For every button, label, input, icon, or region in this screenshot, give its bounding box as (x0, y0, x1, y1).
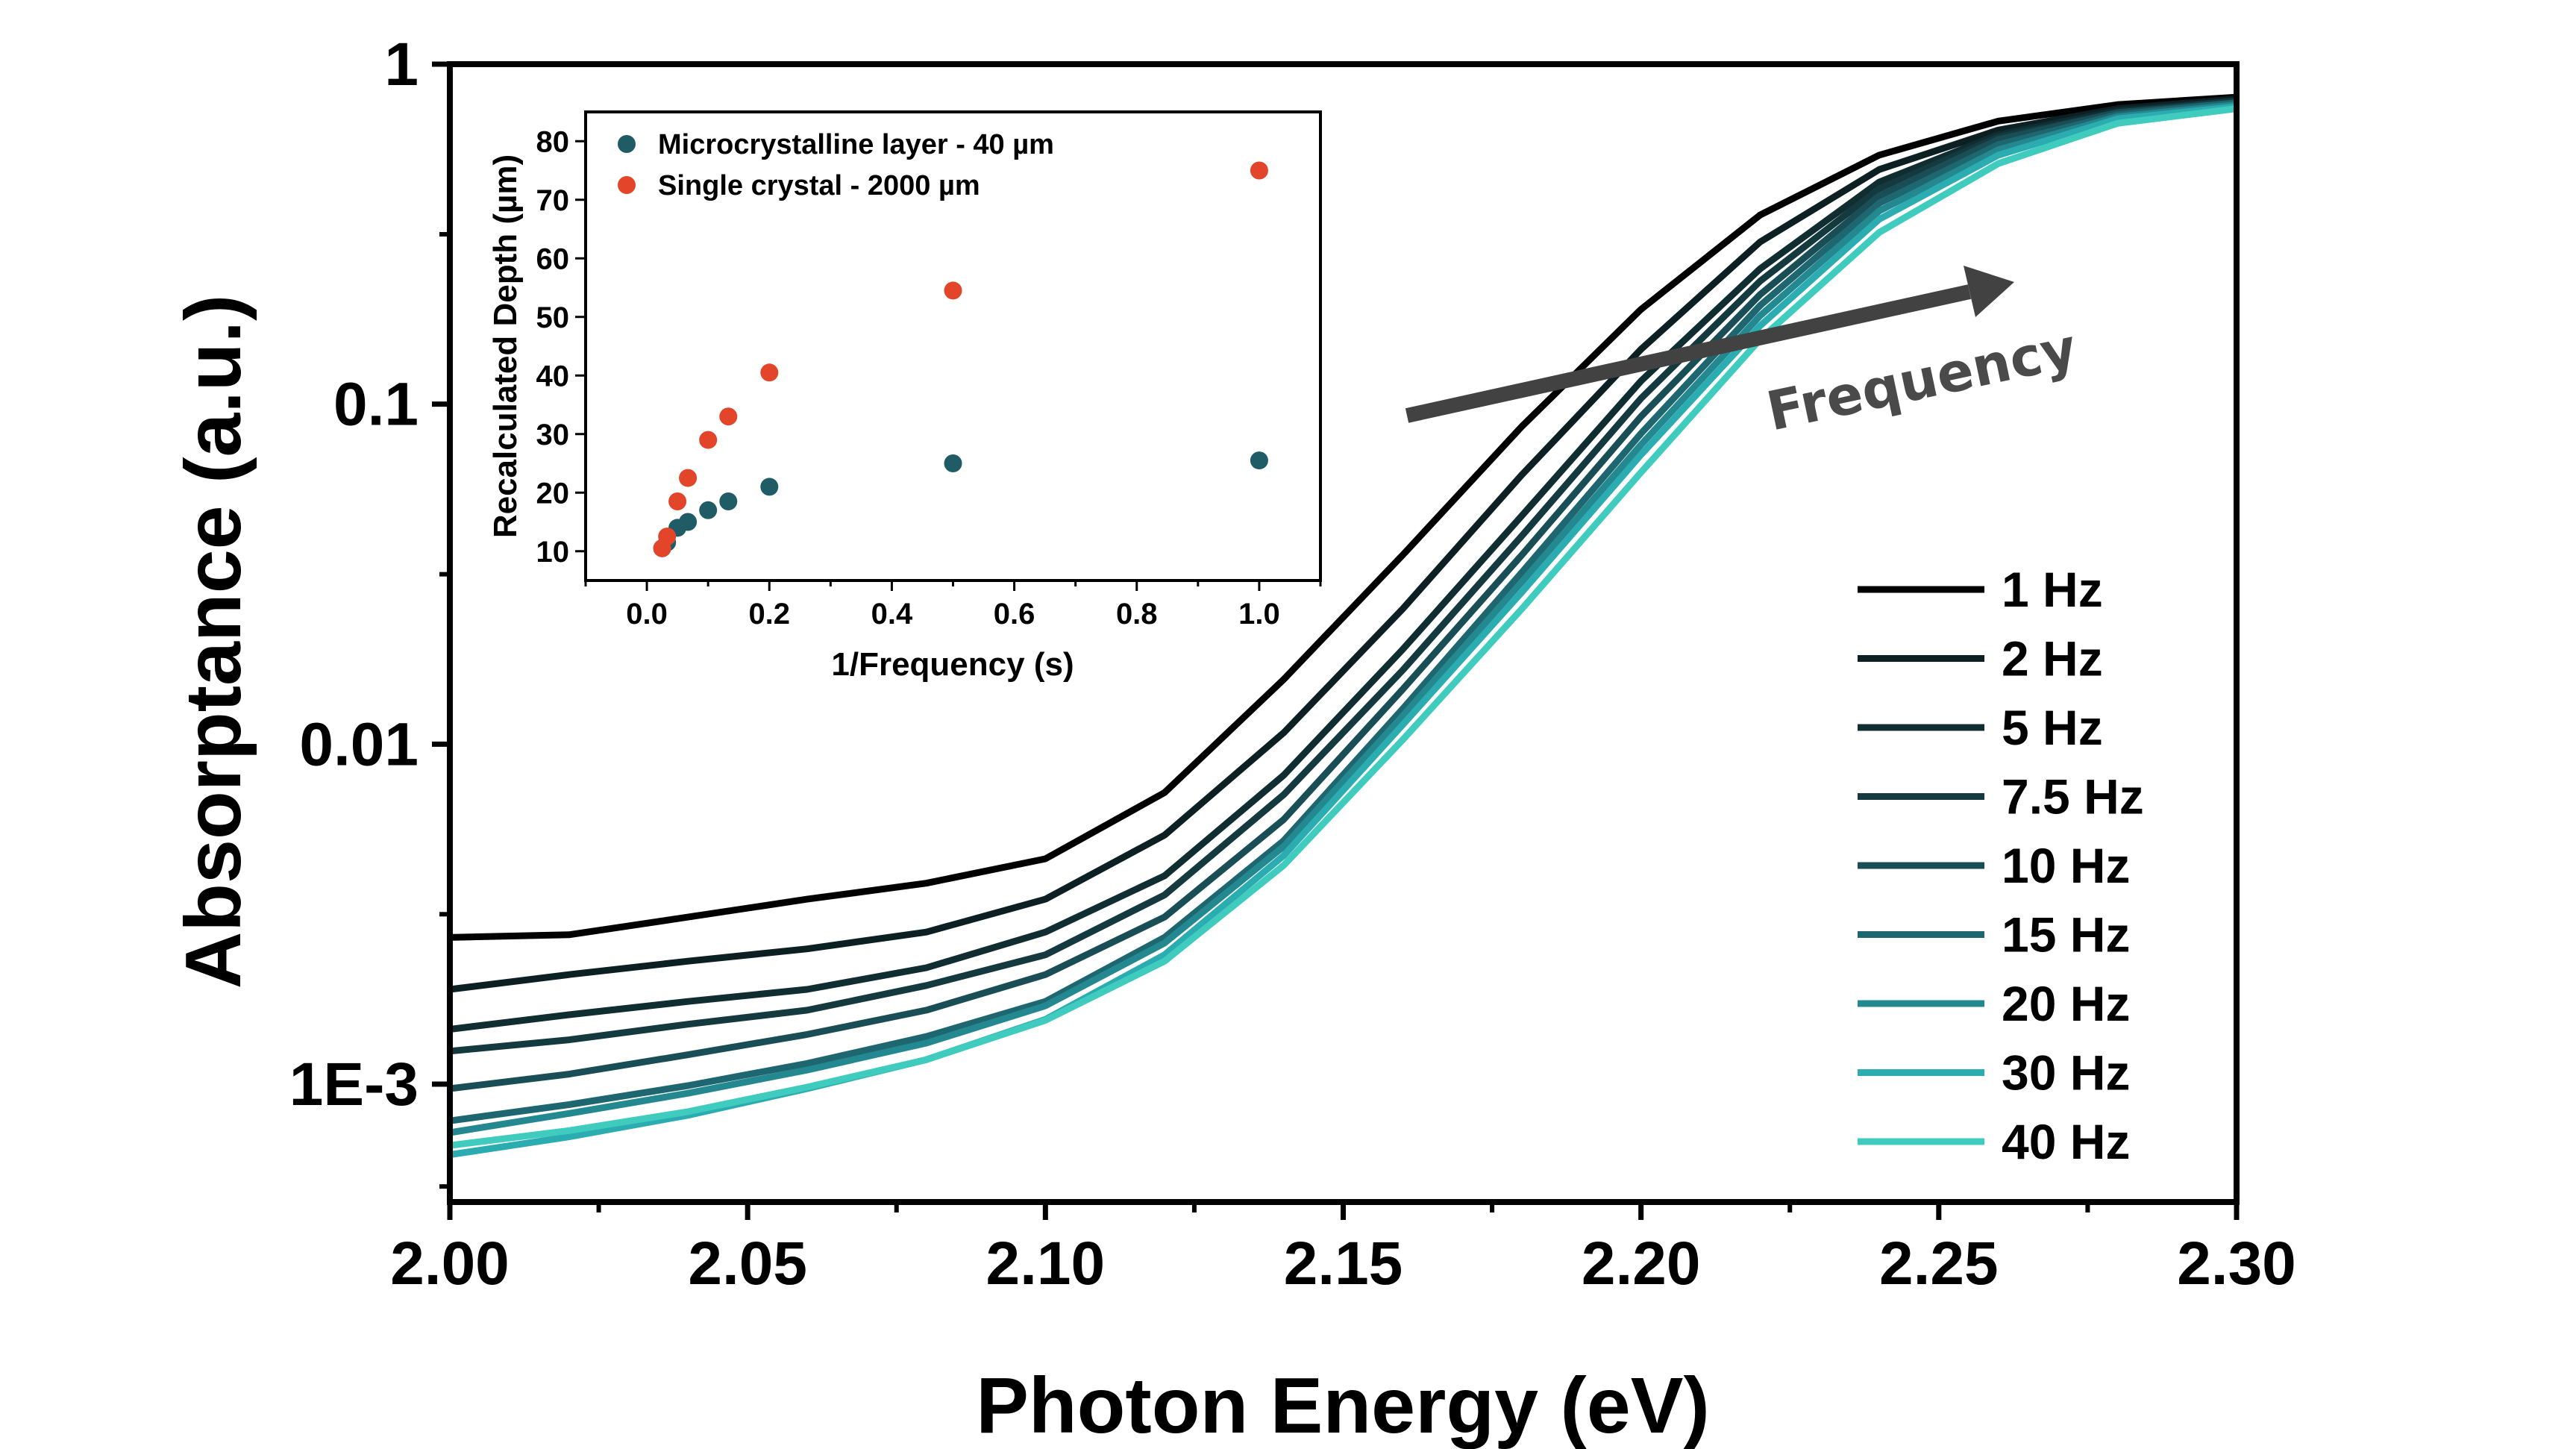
frequency-arrow (1405, 266, 2014, 423)
inset-point-s1-6 (760, 363, 779, 382)
x-tick-label: 2.20 (1582, 1230, 1701, 1298)
inset-legend-label-0: Microcrystalline layer - 40 µm (658, 129, 1054, 160)
inset-x-axis-label: 1/Frequency (s) (831, 646, 1074, 683)
inset-point-s0-5 (719, 492, 738, 510)
inset-point-s0-8 (1250, 451, 1268, 470)
x-tick-label: 2.10 (986, 1230, 1106, 1298)
series-line-2 (449, 97, 2237, 1033)
inset-legend: Microcrystalline layer - 40 µm Single cry… (618, 129, 1054, 201)
inset-point-s1-5 (719, 407, 738, 426)
inset-x-tick-label: 0.6 (994, 598, 1035, 630)
y-tick-label: 0.1 (333, 371, 419, 439)
inset-y-tick-label: 20 (536, 477, 570, 510)
inset-point-s1-1 (658, 528, 677, 546)
x-tick-label: 2.15 (1284, 1230, 1403, 1298)
inset-y-axis-label: Recalculated Depth (µm) (487, 154, 524, 538)
inset-point-s0-3 (679, 513, 698, 531)
main-x-axis-label: Photon Energy (eV) (976, 1362, 1710, 1449)
legend-label-8: 40 Hz (2002, 1114, 2130, 1169)
legend-label-7: 30 Hz (2002, 1045, 2130, 1101)
legend-label-5: 15 Hz (2002, 907, 2130, 963)
inset-point-s1-4 (699, 431, 718, 449)
inset-point-s0-7 (944, 454, 962, 472)
series-line-6 (449, 101, 2237, 1136)
inset-x-tick-label: 0.0 (626, 598, 668, 630)
inset-point-s1-3 (679, 469, 698, 487)
inset-y-tick-label: 50 (536, 301, 570, 334)
inset-legend-marker-1 (618, 176, 636, 194)
inset-y-tick-label: 30 (536, 419, 570, 451)
inset-point-s1-8 (1250, 161, 1268, 180)
inset-x-tick-label: 0.4 (871, 598, 913, 630)
main-x-ticks: 2.00 2.05 2.10 2.15 2.20 2.25 2.30 (390, 1202, 2296, 1298)
series-line-3 (449, 97, 2237, 1055)
x-tick-label: 2.00 (390, 1230, 510, 1298)
y-tick-label: 1 (384, 31, 419, 98)
x-tick-label: 2.30 (2177, 1230, 2296, 1298)
main-y-axis-label: Absorptance (a.u.) (169, 295, 257, 989)
inset-plot-frame (584, 110, 1322, 582)
inset-y-tick-label: 60 (536, 242, 570, 275)
inset-x-ticks: 0.0 0.2 0.4 0.6 0.8 1.0 (584, 580, 1322, 630)
inset-x-tick-label: 1.0 (1238, 598, 1280, 630)
inset-y-tick-label: 70 (536, 184, 570, 217)
inset-y-tick-label: 40 (536, 360, 570, 392)
frequency-annotation: Frequency (1761, 316, 2082, 443)
inset-point-s0-4 (699, 501, 718, 519)
inset-y-ticks: 10 20 30 40 50 60 70 80 (536, 125, 586, 569)
legend-label-6: 20 Hz (2002, 976, 2130, 1031)
inset-point-s1-2 (668, 492, 687, 510)
x-tick-label: 2.25 (1879, 1230, 1999, 1298)
inset-y-tick-label: 10 (536, 536, 570, 569)
inset-chart: 0.0 0.2 0.4 0.6 0.8 1.0 10 20 30 40 50 60 70 80 1/Fr… (487, 110, 1322, 683)
inset-legend-label-1: Single crystal - 2000 µm (658, 170, 980, 201)
inset-legend-marker-0 (618, 135, 636, 153)
main-legend: 1 Hz 2 Hz 5 Hz 7.5 Hz 10 Hz 15 Hz 20 Hz 30 Hz 40… (1858, 562, 2144, 1169)
series-line-1 (449, 96, 2237, 993)
legend-label-3: 7.5 Hz (2002, 769, 2144, 824)
legend-label-2: 5 Hz (2002, 700, 2103, 755)
inset-point-s0-6 (760, 478, 779, 496)
y-tick-label: 0.01 (299, 710, 419, 778)
legend-label-1: 2 Hz (2002, 631, 2103, 686)
series-line-8 (449, 105, 2237, 1149)
legend-label-4: 10 Hz (2002, 838, 2130, 893)
main-series-lines (449, 93, 2237, 1159)
series-line-5 (449, 99, 2237, 1124)
main-y-ticks: 1E-3 0.01 0.1 1 (289, 31, 450, 1189)
inset-point-s1-7 (944, 281, 962, 300)
series-line-0 (449, 93, 2237, 941)
inset-x-tick-label: 0.2 (748, 598, 790, 630)
main-chart: 2.00 2.05 2.10 2.15 2.20 2.25 2.30 1E-30.010.1… (169, 31, 2296, 1449)
inset-y-tick-label: 80 (536, 125, 570, 158)
y-tick-label: 1E-3 (289, 1051, 419, 1118)
inset-x-tick-label: 0.8 (1116, 598, 1158, 630)
x-tick-label: 2.05 (688, 1230, 807, 1298)
legend-label-0: 1 Hz (2002, 562, 2103, 617)
inset-scatter-points (653, 161, 1268, 557)
main-plot-frame (447, 61, 2240, 1205)
series-line-4 (449, 99, 2237, 1092)
